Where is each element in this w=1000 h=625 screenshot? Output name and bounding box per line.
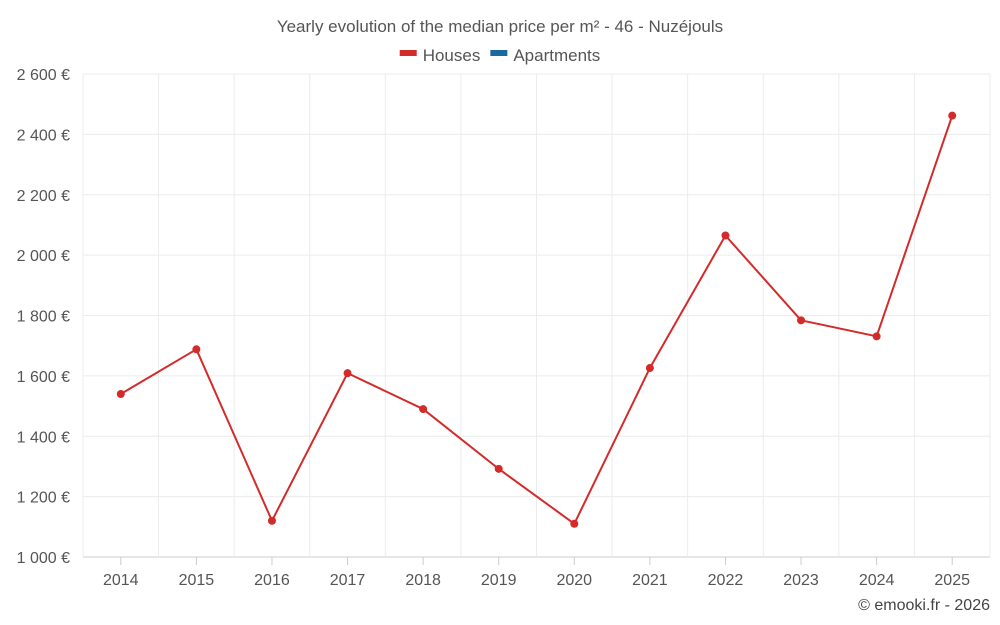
data-point[interactable]	[872, 332, 881, 341]
y-tick-label: 1 400 €	[17, 429, 70, 446]
credit-label: © emooki.fr - 2026	[858, 597, 990, 614]
y-tick-label: 1 000 €	[17, 550, 70, 567]
data-point[interactable]	[267, 516, 276, 525]
grid	[82, 73, 991, 558]
y-tick-label: 1 200 €	[17, 490, 70, 507]
series-line-houses	[120, 115, 954, 525]
y-tick-label: 2 600 €	[17, 67, 70, 84]
data-point[interactable]	[116, 389, 125, 398]
x-tick-label: 2019	[481, 572, 517, 589]
y-tick-label: 1 600 €	[17, 369, 70, 386]
data-point[interactable]	[948, 111, 957, 120]
x-tick-label: 2020	[556, 572, 592, 589]
legend-label-houses[interactable]: Houses	[423, 46, 481, 65]
x-tick-label: 2016	[254, 572, 290, 589]
legend-swatch-apartments	[490, 50, 508, 56]
y-axis: 1 000 € 1 200 € 1 400 € 1 600 € 1 800 € 2 000…	[17, 67, 70, 567]
data-point[interactable]	[645, 364, 654, 373]
x-tick-label: 2021	[632, 572, 668, 589]
data-point[interactable]	[343, 369, 352, 378]
data-point[interactable]	[797, 316, 806, 325]
data-point[interactable]	[192, 345, 201, 354]
legend: Houses Apartments	[399, 46, 600, 65]
y-tick-label: 2 200 €	[17, 188, 70, 205]
x-axis: 2014 2015 2016 2017 2018 2019 2020 2021 2022 2023…	[103, 557, 970, 589]
chart-title: Yearly evolution of the median price per…	[277, 17, 723, 36]
legend-label-apartments[interactable]: Apartments	[513, 46, 600, 65]
x-tick-label: 2017	[330, 572, 366, 589]
x-tick-label: 2023	[783, 572, 819, 589]
x-tick-label: 2014	[103, 572, 139, 589]
y-tick-label: 1 800 €	[17, 309, 70, 326]
y-tick-label: 2 400 €	[17, 127, 70, 144]
y-tick-label: 2 000 €	[17, 248, 70, 265]
x-tick-label: 2022	[708, 572, 744, 589]
x-tick-label: 2024	[859, 572, 895, 589]
data-point[interactable]	[419, 405, 428, 414]
legend-swatch-houses	[399, 50, 417, 56]
x-tick-label: 2025	[934, 572, 970, 589]
data-point[interactable]	[570, 519, 579, 528]
series-layer	[116, 111, 957, 528]
x-tick-label: 2018	[405, 572, 441, 589]
x-tick-label: 2015	[179, 572, 215, 589]
data-point[interactable]	[494, 464, 503, 473]
data-point[interactable]	[721, 231, 730, 240]
